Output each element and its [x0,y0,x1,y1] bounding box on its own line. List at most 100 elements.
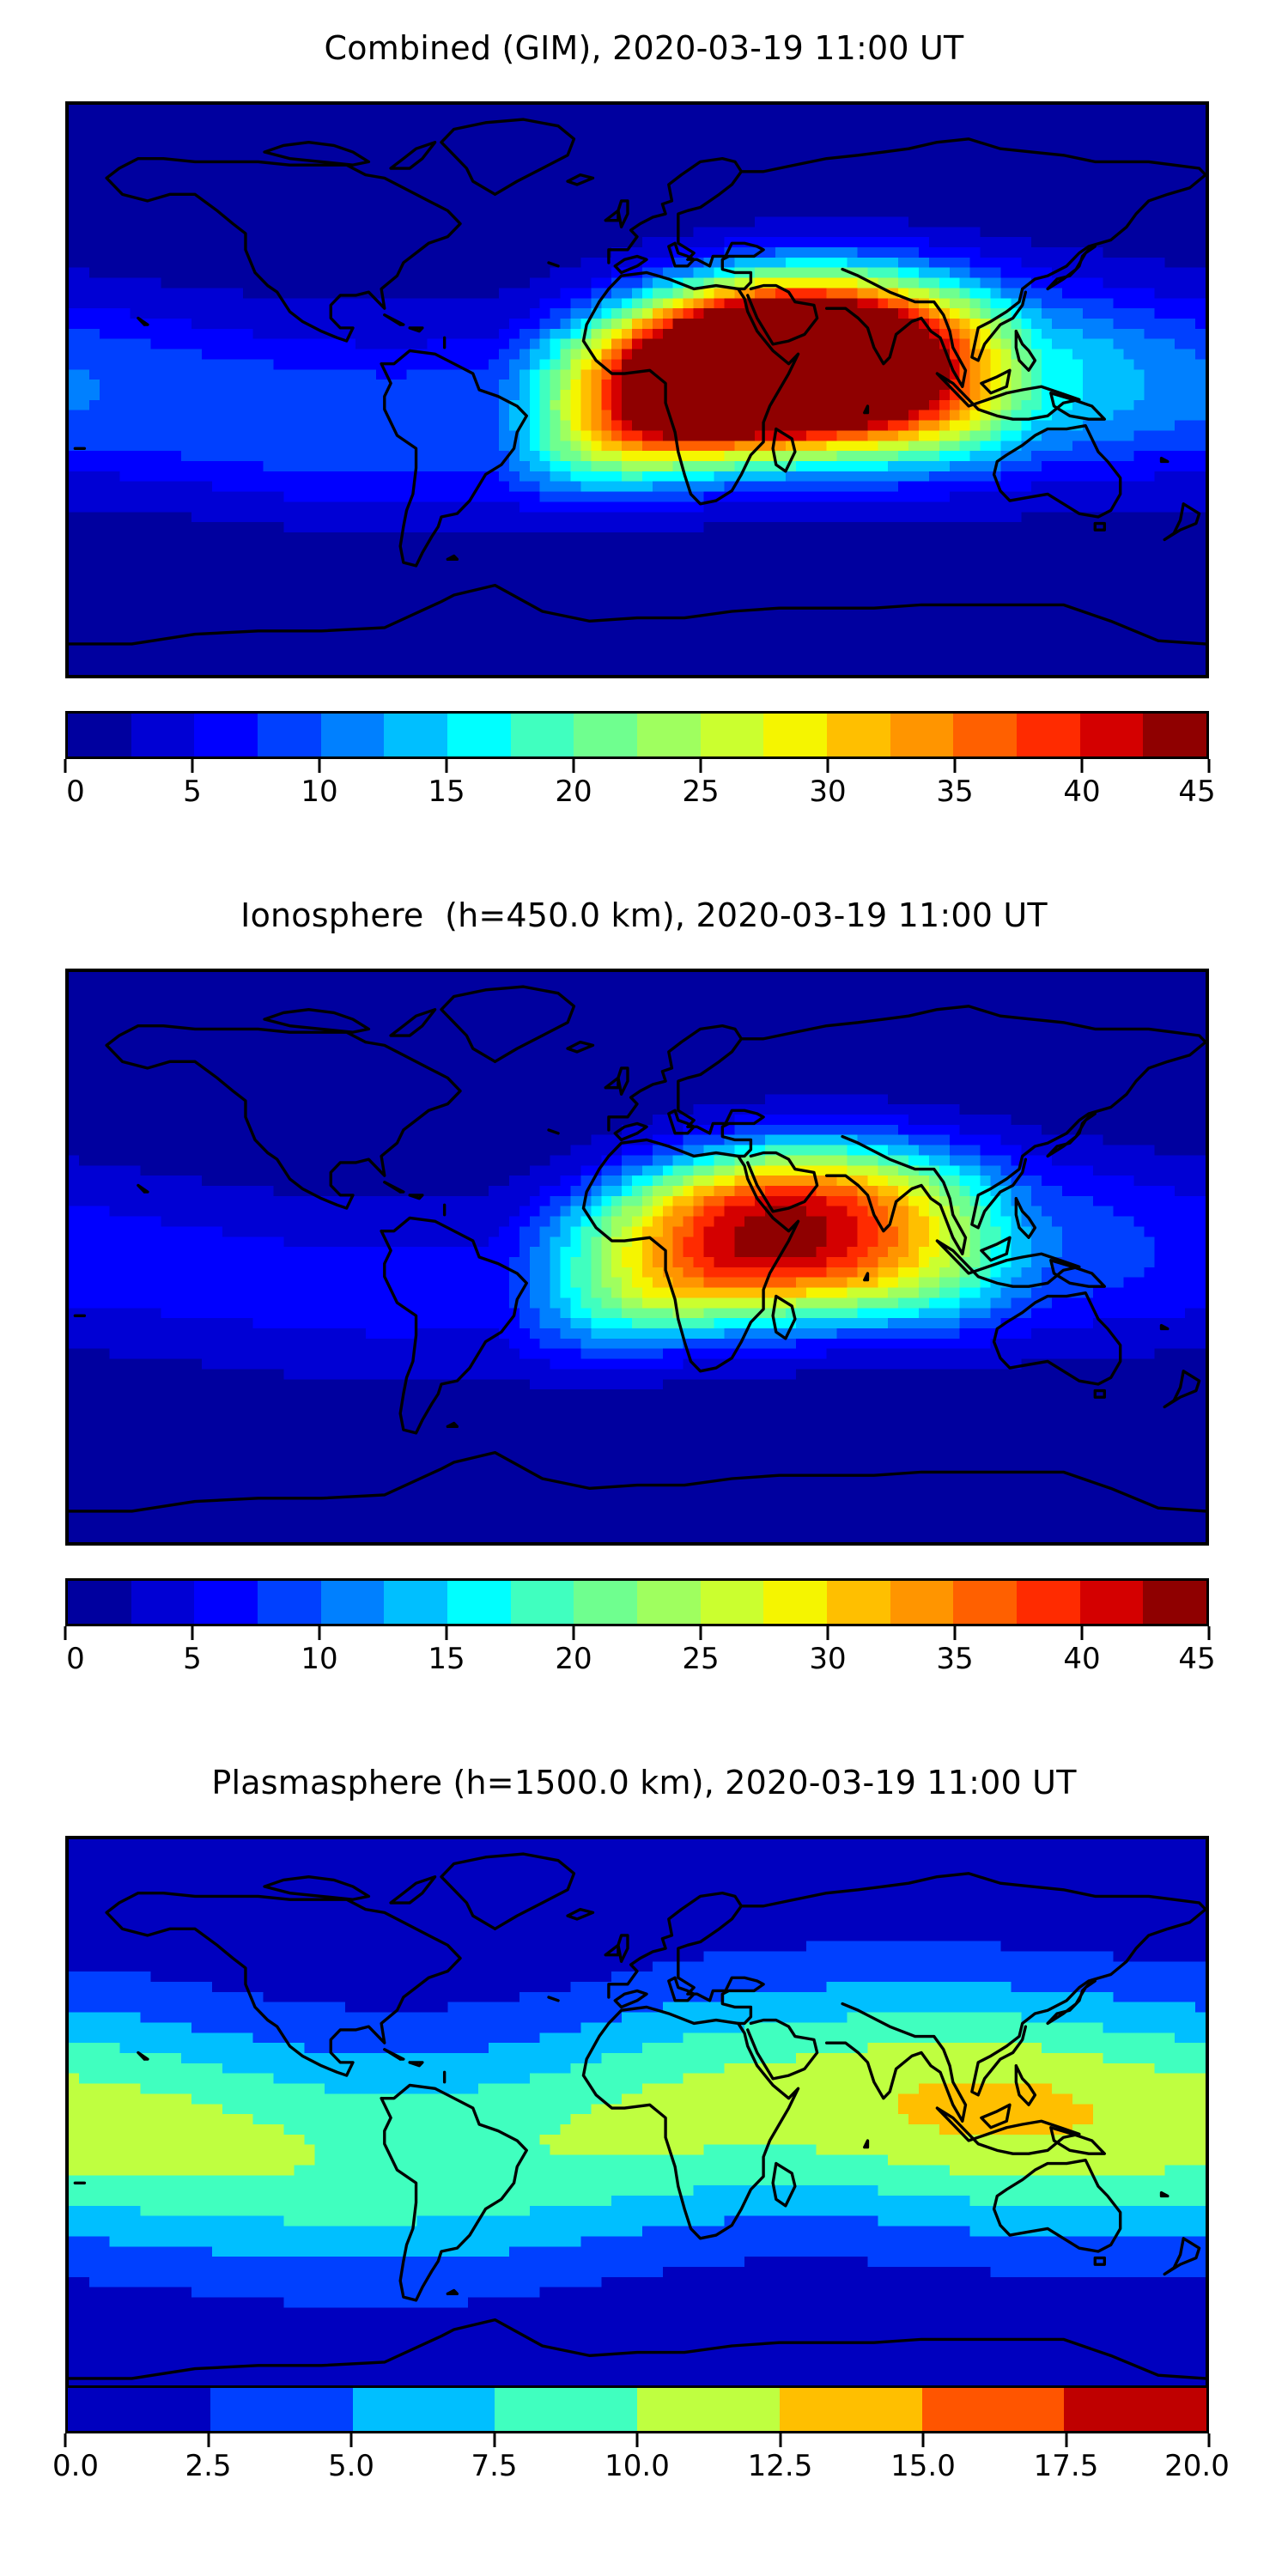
panel-title-ionosphere: Ionosphere (h=450.0 km), 2020-03-19 11:0… [240,896,1048,934]
contour-fill-layer [69,1839,1206,2409]
colorbar-segment [921,2388,1065,2431]
colorbar-segment [890,1581,954,1624]
coastline-path [980,368,1012,395]
coastline-path [69,583,1206,646]
colorbar-tick-label: 20 [555,1642,592,1676]
colorbar-tick-label: 15.0 [890,2449,956,2483]
coastline-path [771,427,797,473]
coastline-path [1159,1323,1170,1331]
coastline-path [1014,1197,1037,1239]
coastline-path [566,1907,595,1921]
coastline-path [739,1872,1206,1911]
coastline-path [446,554,459,562]
coastline-path [992,424,1122,519]
colorbar-tick-label: 30 [809,775,847,809]
colorbar-tick-label: 5 [183,775,202,809]
map-image-plasmasphere [69,1839,1206,2409]
colorbar-tick-label: 10.0 [605,2449,670,2483]
colorbar-tick [572,1626,575,1640]
colorbar-tick [64,2433,67,2447]
coastline-path [604,1076,620,1090]
coastline-path [389,1874,437,1905]
coastline-path [607,156,765,291]
colorbar-tick [1207,1626,1211,1640]
colorbar-segment [1017,714,1080,756]
coastline-path [607,1891,765,2026]
colorbar-segment [574,714,638,756]
coastline-path [389,140,437,170]
coastline-path [440,1852,576,1931]
coastline-path [581,2005,800,2240]
coastline-path [1049,2126,1107,2155]
colorbar-tick-label: 17.5 [1033,2449,1099,2483]
colorbar-segment [194,1581,258,1624]
colorbar-tick [493,2433,495,2447]
coastline-path [607,1024,765,1158]
coastline-path [1049,1259,1107,1288]
coastline-path [389,1007,437,1037]
coastline-path [446,2288,459,2296]
coastline-path [1163,2237,1201,2276]
coastline-path [408,1194,424,1200]
coastline-path [440,985,576,1064]
colorbar-labels-combined: 0 5 10 15 20 25 30 35 40 45 [65,773,1215,812]
colorbar-segment [510,1581,574,1624]
coastline-path [1046,245,1097,291]
colorbar-segment [510,714,574,756]
colorbar-labels-ionosphere: 0 5 10 15 20 25 30 35 40 45 [65,1640,1215,1680]
coastline-path [137,2050,149,2061]
colorbar-segment [637,2388,780,2431]
colorbar-tick-label: 30 [809,1642,847,1676]
colorbar-tick [191,759,194,773]
colorbar-tick-label: 5 [183,1642,202,1676]
colorbar-segment [68,714,131,756]
coastline-path [440,118,576,197]
coastline-path [935,372,1081,421]
colorbar-tick [64,1626,67,1640]
colorbar-segment [574,1581,638,1624]
map-axes-ionosphere [65,969,1209,1546]
contour-fill-layer [69,105,1206,675]
colorbar-segment [700,714,764,756]
colorbar-labels-plasmasphere: 0.0 2.5 5.0 7.5 10.0 12.5 15.0 17.5 20.0 [52,2447,1230,2487]
coastline-path [1046,1979,1097,2026]
coastline-path [1014,2064,1037,2106]
colorbar-gradient-plasmasphere [65,2385,1209,2433]
colorbar-tick [318,759,321,773]
coastline-path [1014,330,1037,372]
coastline-path [667,1976,696,2002]
colorbar-segment [384,1581,448,1624]
colorbar-segment [447,714,511,756]
colorbar-tick [1207,2433,1211,2447]
colorbar-segment [1064,2388,1206,2431]
colorbar-tick [1080,1626,1084,1640]
coastline-path [970,1907,1206,2097]
panel-title-combined: Combined (GIM), 2020-03-19 11:00 UT [324,29,964,67]
coastline-path [604,1943,620,1957]
panel-combined-gim: Combined (GIM), 2020-03-19 11:00 UT 0 5 10… [0,0,1288,867]
coastline-path [771,1294,797,1340]
coastline-path [970,173,1206,362]
panel-title-plasmasphere: Plasmasphere (h=1500.0 km), 2020-03-19 1… [211,1764,1077,1801]
coastline-path [992,1291,1122,1386]
colorbar-segment [1079,714,1144,756]
colorbar-tick-label: 45 [1178,775,1216,809]
colorbar-tick [826,759,829,773]
coastline-path [613,1121,648,1142]
colorbar-tick [1080,759,1084,773]
coastline-path [980,2103,1012,2129]
colorbar-segment [700,1581,764,1624]
colorbar-tick [779,2433,781,2447]
colorbar-gradient-ionosphere [65,1578,1209,1626]
coastline-path [824,267,968,388]
colorbar-tick-label: 45 [1178,1642,1216,1676]
colorbar-gradient-combined [65,711,1209,759]
coastline-path [746,1151,819,1213]
coastline-path [408,2061,424,2068]
coastline-path [383,1181,405,1194]
colorbar-tick [953,759,957,773]
coastline-path [1093,2256,1107,2266]
colorbar-tick-label: 20 [555,775,592,809]
coastline-path [383,313,405,326]
coastline-path [1093,521,1107,532]
